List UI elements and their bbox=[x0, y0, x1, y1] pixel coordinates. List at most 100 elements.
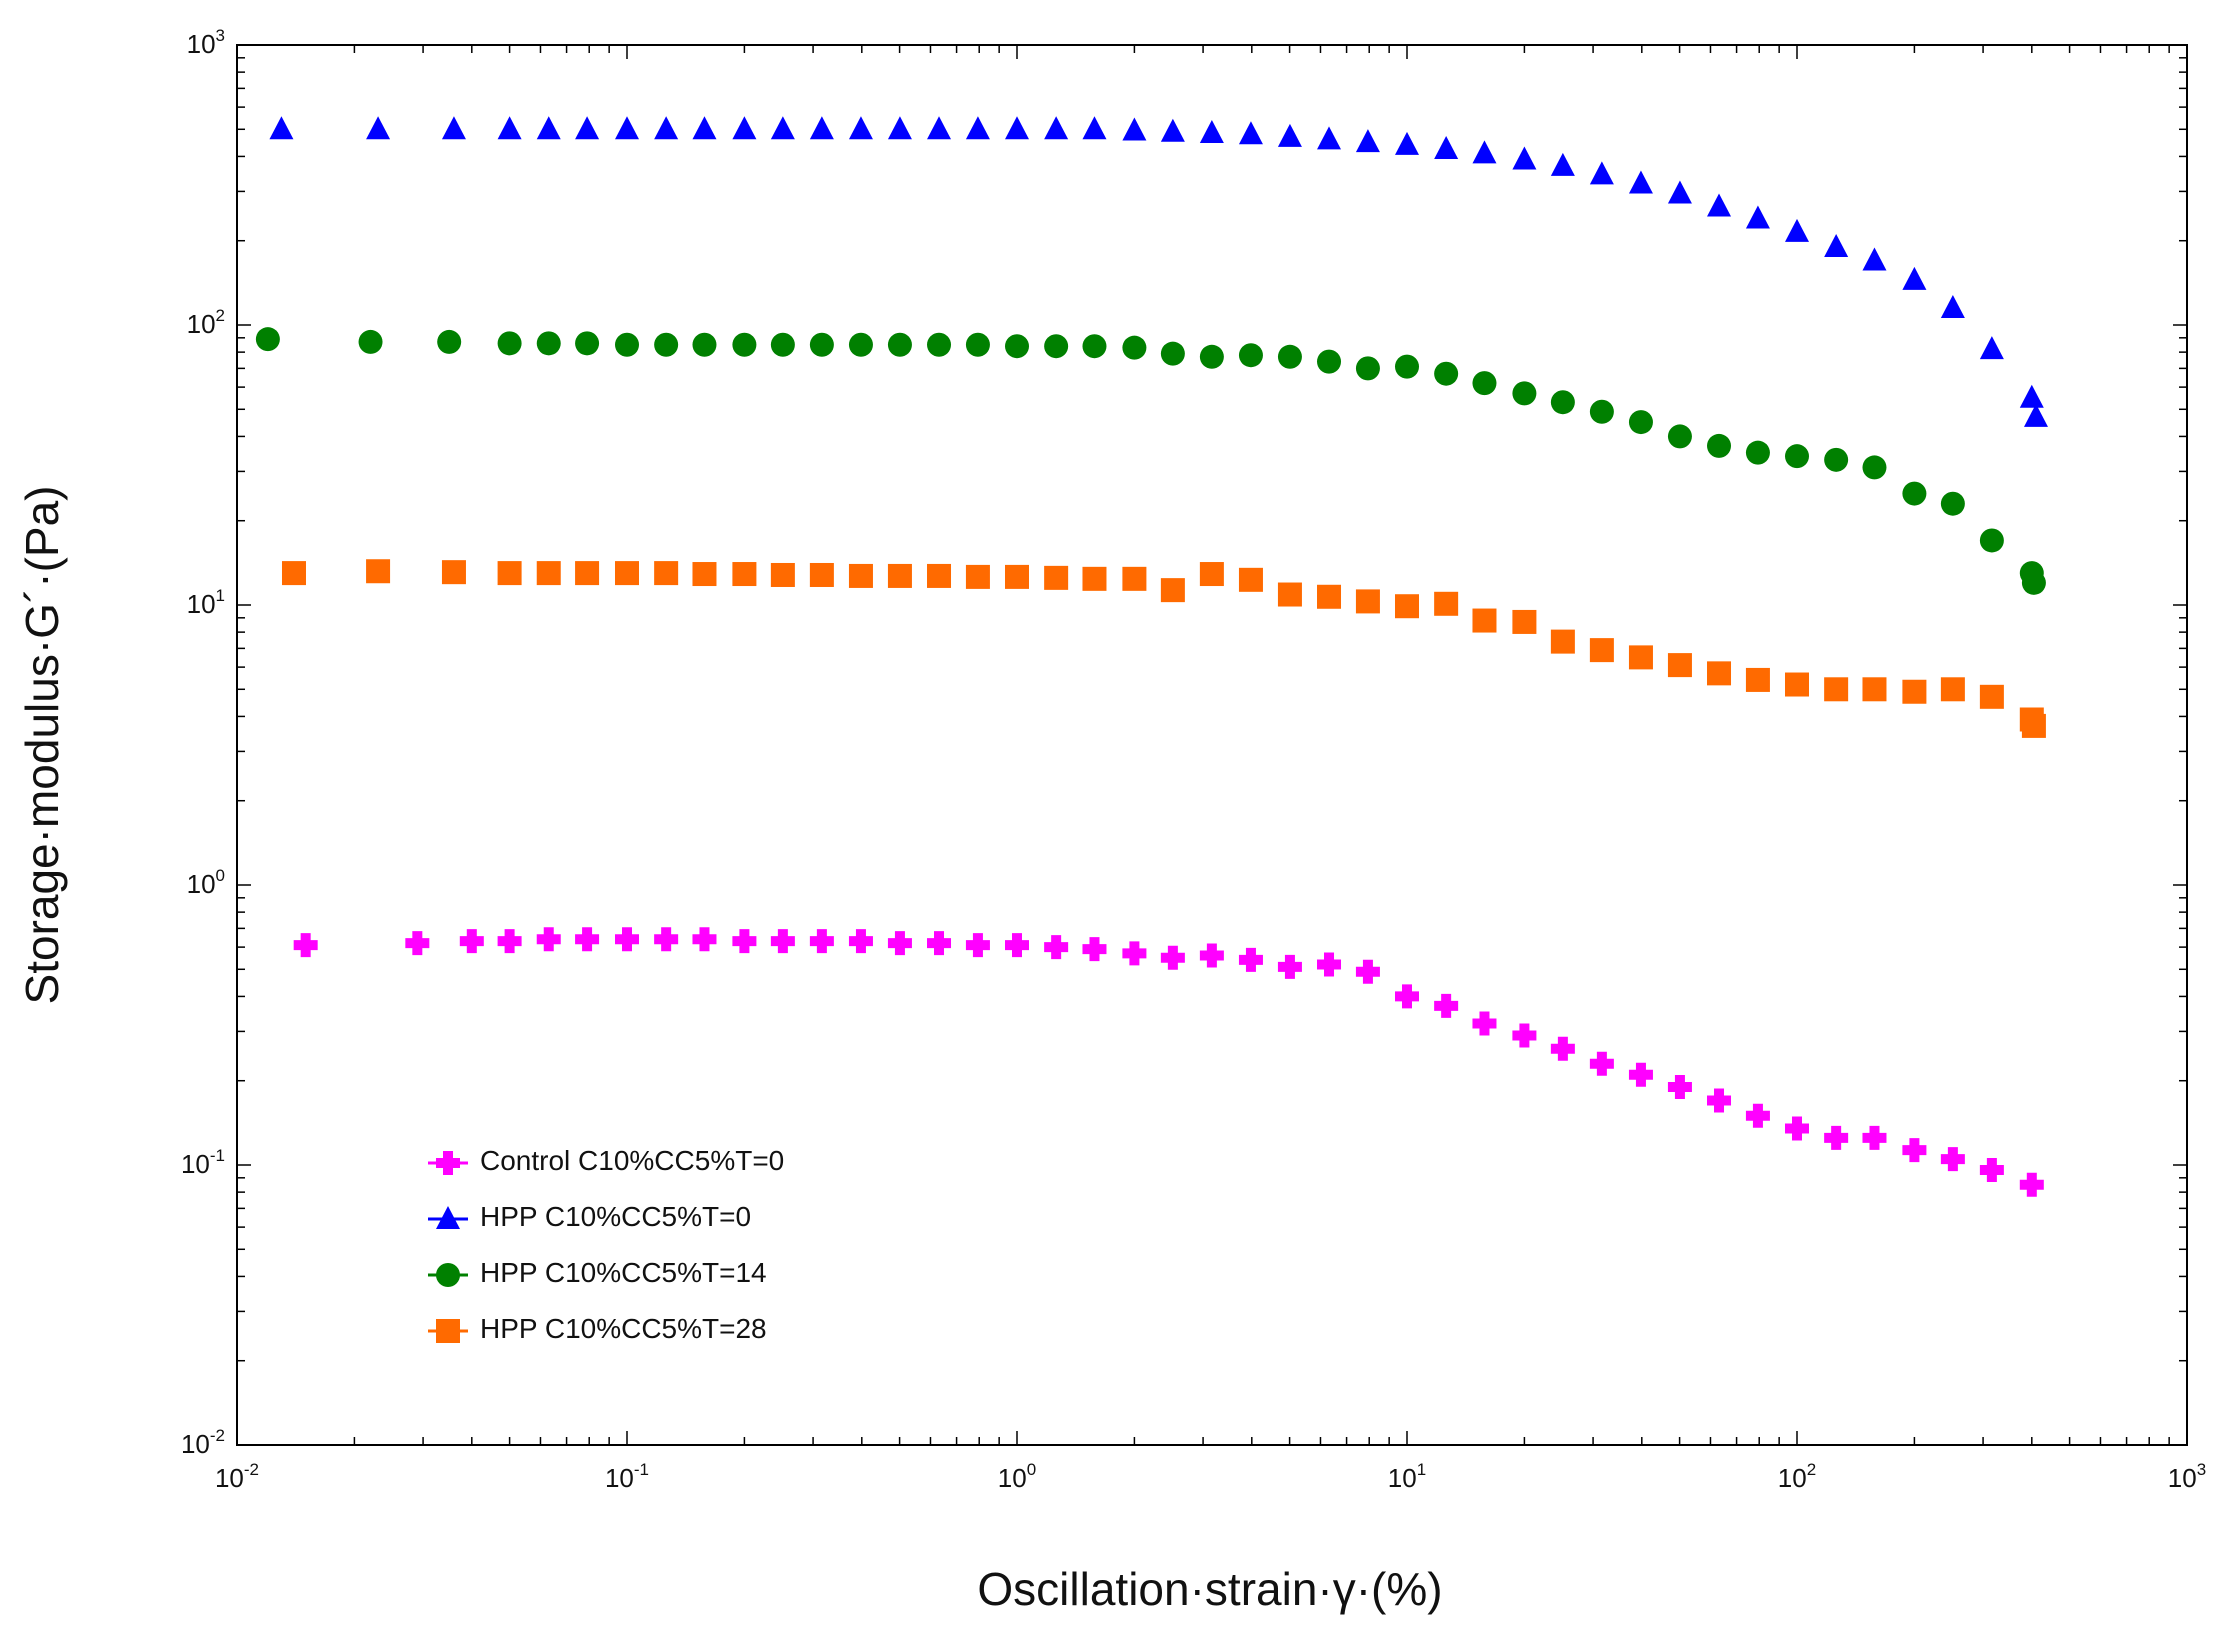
data-point-cross bbox=[1317, 952, 1342, 977]
data-point-cross bbox=[1122, 941, 1147, 966]
data-point-square bbox=[1082, 566, 1107, 591]
data-point-triangle bbox=[965, 116, 990, 140]
plot-frame bbox=[236, 44, 2188, 1446]
data-point-square bbox=[965, 564, 990, 589]
data-point-circle bbox=[1979, 528, 2004, 553]
data-point-triangle bbox=[1628, 170, 1653, 194]
data-point-cross bbox=[1395, 984, 1419, 1009]
data-point-square bbox=[1667, 653, 1692, 678]
data-point-square bbox=[1628, 645, 1653, 670]
data-point-cross bbox=[1707, 1088, 1732, 1113]
data-point-circle bbox=[1667, 424, 1692, 449]
data-point-cross bbox=[1082, 937, 1107, 962]
data-point-triangle bbox=[809, 116, 834, 140]
data-point-triangle bbox=[1277, 123, 1302, 147]
data-point-cross bbox=[536, 927, 561, 952]
data-point-square bbox=[1005, 564, 1029, 589]
data-point-circle bbox=[1238, 343, 1263, 368]
data-point-cross bbox=[459, 929, 484, 954]
y-axis-ticks: 10-2 10-1 100 101 102 103 bbox=[181, 26, 2187, 1459]
data-point-triangle bbox=[1745, 205, 1770, 229]
y-tick-label: 10-1 bbox=[181, 1146, 225, 1179]
y-tick-label: 101 bbox=[187, 586, 225, 619]
data-point-triangle bbox=[497, 116, 522, 140]
data-point-triangle bbox=[1667, 180, 1692, 204]
data-point-cross bbox=[1745, 1103, 1770, 1128]
data-point-triangle bbox=[1238, 121, 1263, 145]
data-point-triangle bbox=[575, 116, 600, 140]
data-point-square bbox=[1238, 567, 1263, 592]
data-point-triangle bbox=[1082, 116, 1107, 140]
data-point-triangle bbox=[692, 116, 717, 140]
data-point-square bbox=[1745, 667, 1770, 692]
data-point-triangle bbox=[732, 116, 757, 140]
data-point-triangle bbox=[1824, 233, 1849, 257]
data-point-circle bbox=[1628, 410, 1653, 435]
data-point-triangle bbox=[1199, 119, 1224, 143]
x-tick-label: 100 bbox=[998, 1460, 1036, 1493]
data-point-circle bbox=[497, 331, 522, 356]
data-point-cross bbox=[887, 931, 912, 956]
data-point-cross bbox=[1667, 1074, 1692, 1099]
data-point-cross bbox=[1044, 935, 1069, 960]
data-point-circle bbox=[255, 327, 280, 352]
y-tick-label: 103 bbox=[187, 26, 225, 59]
data-point-triangle bbox=[615, 116, 639, 140]
data-point-circle bbox=[1512, 381, 1537, 406]
data-point-square bbox=[1862, 677, 1887, 702]
data-point-square bbox=[1395, 594, 1419, 619]
data-point-triangle bbox=[887, 116, 912, 140]
data-point-circle bbox=[809, 332, 834, 357]
data-point-triangle bbox=[441, 116, 466, 140]
data-point-circle bbox=[848, 332, 873, 357]
data-point-circle bbox=[692, 332, 717, 357]
legend: Control C10%CC5%T=0 HPP C10%CC5%T=0 HPP C1… bbox=[428, 1145, 784, 1344]
data-point-circle bbox=[1434, 361, 1459, 386]
data-point-circle bbox=[536, 331, 561, 356]
data-point-square bbox=[1434, 591, 1459, 616]
data-point-square bbox=[1122, 566, 1147, 591]
data-point-triangle bbox=[927, 116, 952, 140]
data-point-triangle bbox=[1122, 117, 1147, 141]
series-cross bbox=[293, 927, 2044, 1197]
data-point-cross bbox=[692, 927, 717, 952]
data-point-circle bbox=[1785, 444, 1809, 469]
data-point-triangle bbox=[2019, 384, 2044, 408]
data-point-square bbox=[1277, 582, 1302, 607]
data-point-triangle bbox=[366, 116, 391, 140]
data-point-circle bbox=[1122, 335, 1147, 360]
legend-item: HPP C10%CC5%T=0 bbox=[428, 1201, 751, 1232]
data-point-triangle bbox=[1785, 218, 1809, 242]
data-point-triangle bbox=[1005, 116, 1029, 140]
x-axis-title: Oscillation·strain·γ·(%) bbox=[977, 1563, 1442, 1615]
data-point-circle bbox=[1745, 440, 1770, 465]
series-circle bbox=[255, 327, 2046, 595]
legend-label: HPP C10%CC5%T=28 bbox=[480, 1313, 767, 1344]
data-point-cross bbox=[1862, 1125, 1887, 1150]
data-point-cross bbox=[1472, 1011, 1497, 1036]
data-point-square bbox=[1824, 677, 1849, 702]
data-point-square bbox=[1199, 562, 1224, 587]
data-point-circle bbox=[1395, 354, 1419, 379]
legend-label: HPP C10%CC5%T=14 bbox=[480, 1257, 767, 1288]
series-layer bbox=[255, 116, 2048, 1197]
data-point-triangle bbox=[1862, 247, 1887, 271]
data-point-square bbox=[2021, 713, 2046, 738]
data-point-square bbox=[1044, 565, 1069, 590]
data-point-cross bbox=[732, 929, 757, 954]
data-point-cross bbox=[809, 929, 834, 954]
data-point-circle bbox=[437, 329, 462, 354]
data-point-circle bbox=[1160, 341, 1185, 366]
series-triangle bbox=[269, 116, 2048, 427]
legend-label: Control C10%CC5%T=0 bbox=[480, 1145, 784, 1176]
data-point-circle bbox=[1902, 481, 1927, 506]
data-point-cross bbox=[848, 929, 873, 954]
data-point-triangle bbox=[654, 116, 679, 140]
data-point-cross bbox=[1434, 993, 1459, 1018]
data-point-triangle bbox=[1044, 116, 1069, 140]
data-point-circle bbox=[615, 332, 639, 357]
data-point-cross bbox=[770, 929, 795, 954]
data-point-cross bbox=[1277, 954, 1302, 979]
data-point-cross bbox=[1902, 1138, 1927, 1163]
